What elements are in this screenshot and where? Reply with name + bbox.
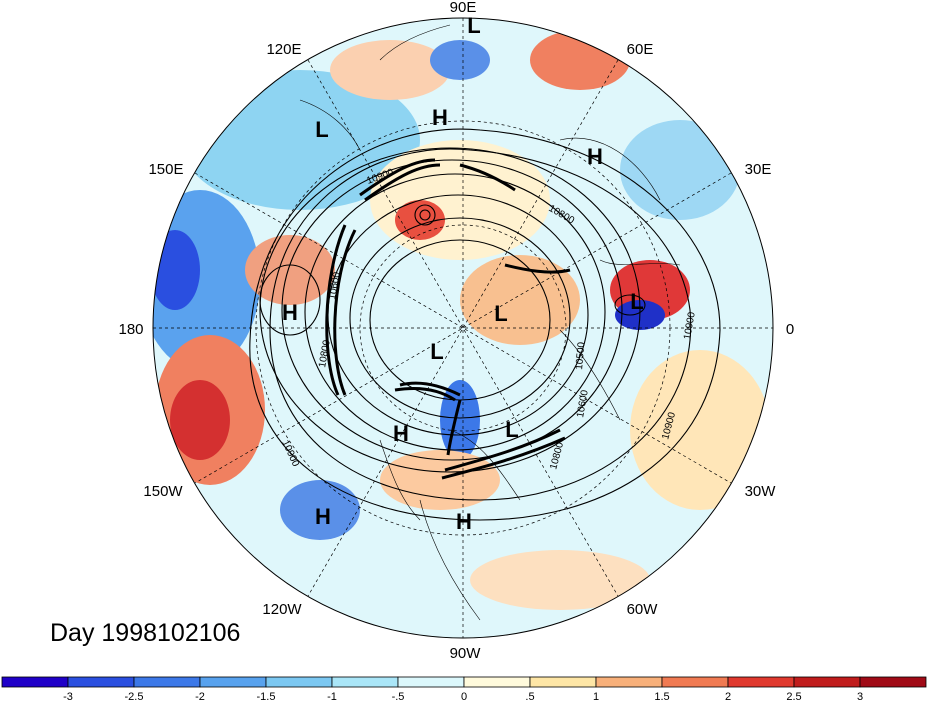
high-marker: H bbox=[393, 421, 409, 446]
colorbar-tick-label: 3 bbox=[857, 691, 863, 702]
map-boundary bbox=[152, 17, 774, 639]
colorbar-tick-label: -1.5 bbox=[257, 691, 276, 702]
colorbar-box bbox=[67, 676, 135, 688]
lon-label-150w: 150W bbox=[143, 483, 183, 500]
colorbar-tick-label: 2.5 bbox=[786, 691, 801, 702]
lon-label-60w: 60W bbox=[627, 601, 659, 618]
contour-label: 10800 bbox=[317, 339, 333, 369]
lon-label-90e: 90E bbox=[450, 0, 477, 16]
colorbar-box bbox=[1, 676, 69, 688]
lon-label-150e: 150E bbox=[148, 161, 183, 178]
low-marker: L bbox=[494, 301, 507, 326]
colorbar: -3 -2.5 -2 -1.5 -1 -.5 0 .5 1 1.5 2 2.5 3 bbox=[1, 676, 927, 702]
low-marker: L bbox=[505, 417, 518, 442]
colorbar-box bbox=[859, 676, 927, 688]
lon-label-120e: 120E bbox=[266, 41, 301, 58]
colorbar-box bbox=[133, 676, 201, 688]
colorbar-tick-label: -2 bbox=[195, 691, 205, 702]
colorbar-tick-label: -.5 bbox=[392, 691, 405, 702]
high-marker: H bbox=[282, 300, 298, 325]
lon-label-30w: 30W bbox=[745, 483, 777, 500]
colorbar-tick-label: .5 bbox=[525, 691, 534, 702]
high-marker: H bbox=[456, 509, 472, 534]
polar-map: 90E 60E 30E 0 30W 60W 90W 120W 150W 180 … bbox=[118, 0, 794, 662]
day-label: Day 1998102106 bbox=[50, 619, 241, 647]
lon-label-90w: 90W bbox=[450, 645, 482, 662]
colorbar-boxes bbox=[1, 676, 927, 688]
lon-label-180: 180 bbox=[118, 321, 143, 338]
lon-label-60e: 60E bbox=[627, 41, 654, 58]
longitude-labels: 90E 60E 30E 0 30W 60W 90W 120W 150W 180 … bbox=[118, 0, 794, 662]
colorbar-box bbox=[397, 676, 465, 688]
colorbar-tick-label: -1 bbox=[327, 691, 337, 702]
high-marker: H bbox=[432, 105, 448, 130]
colorbar-box bbox=[265, 676, 333, 688]
high-marker: H bbox=[315, 504, 331, 529]
low-marker: L bbox=[430, 339, 443, 364]
contour-label: 10500 bbox=[574, 341, 587, 370]
pressure-centers: L L H H H L L L H L H H bbox=[282, 13, 644, 534]
low-marker: L bbox=[315, 117, 328, 142]
lat-lon-grid bbox=[153, 18, 773, 638]
height-contours bbox=[249, 128, 721, 521]
colorbar-box bbox=[661, 676, 729, 688]
low-marker: L bbox=[467, 13, 480, 38]
colorbar-tick-label: -2.5 bbox=[125, 691, 144, 702]
colorbar-tick-label: 1.5 bbox=[654, 691, 669, 702]
colorbar-box bbox=[727, 676, 795, 688]
colorbar-box bbox=[595, 676, 663, 688]
colorbar-tick-label: 0 bbox=[461, 691, 467, 702]
colorbar-tick-label: 1 bbox=[593, 691, 599, 702]
colorbar-ticks: -3 -2.5 -2 -1.5 -1 -.5 0 .5 1 1.5 2 2.5 3 bbox=[63, 691, 863, 702]
jet-streaks bbox=[325, 158, 571, 480]
contour-label: 10600 bbox=[327, 271, 343, 301]
high-marker: H bbox=[587, 144, 603, 169]
contour-label: 10900 bbox=[682, 311, 698, 341]
contour-label: 10600 bbox=[575, 389, 591, 419]
lon-label-0: 0 bbox=[786, 321, 794, 338]
coastlines bbox=[299, 24, 681, 621]
low-marker: L bbox=[630, 289, 643, 314]
colorbar-tick-label: -3 bbox=[63, 691, 73, 702]
colorbar-box bbox=[199, 676, 267, 688]
lon-label-120w: 120W bbox=[262, 601, 302, 618]
lon-label-30e: 30E bbox=[745, 161, 772, 178]
colorbar-tick-label: 2 bbox=[725, 691, 731, 702]
colorbar-box bbox=[331, 676, 399, 688]
colorbar-box bbox=[529, 676, 597, 688]
colorbar-box bbox=[793, 676, 861, 688]
colorbar-box bbox=[463, 676, 531, 688]
